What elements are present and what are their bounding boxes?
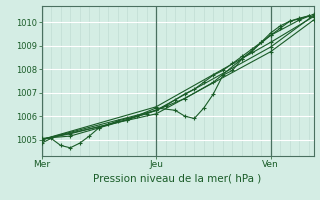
- X-axis label: Pression niveau de la mer( hPa ): Pression niveau de la mer( hPa ): [93, 173, 262, 183]
